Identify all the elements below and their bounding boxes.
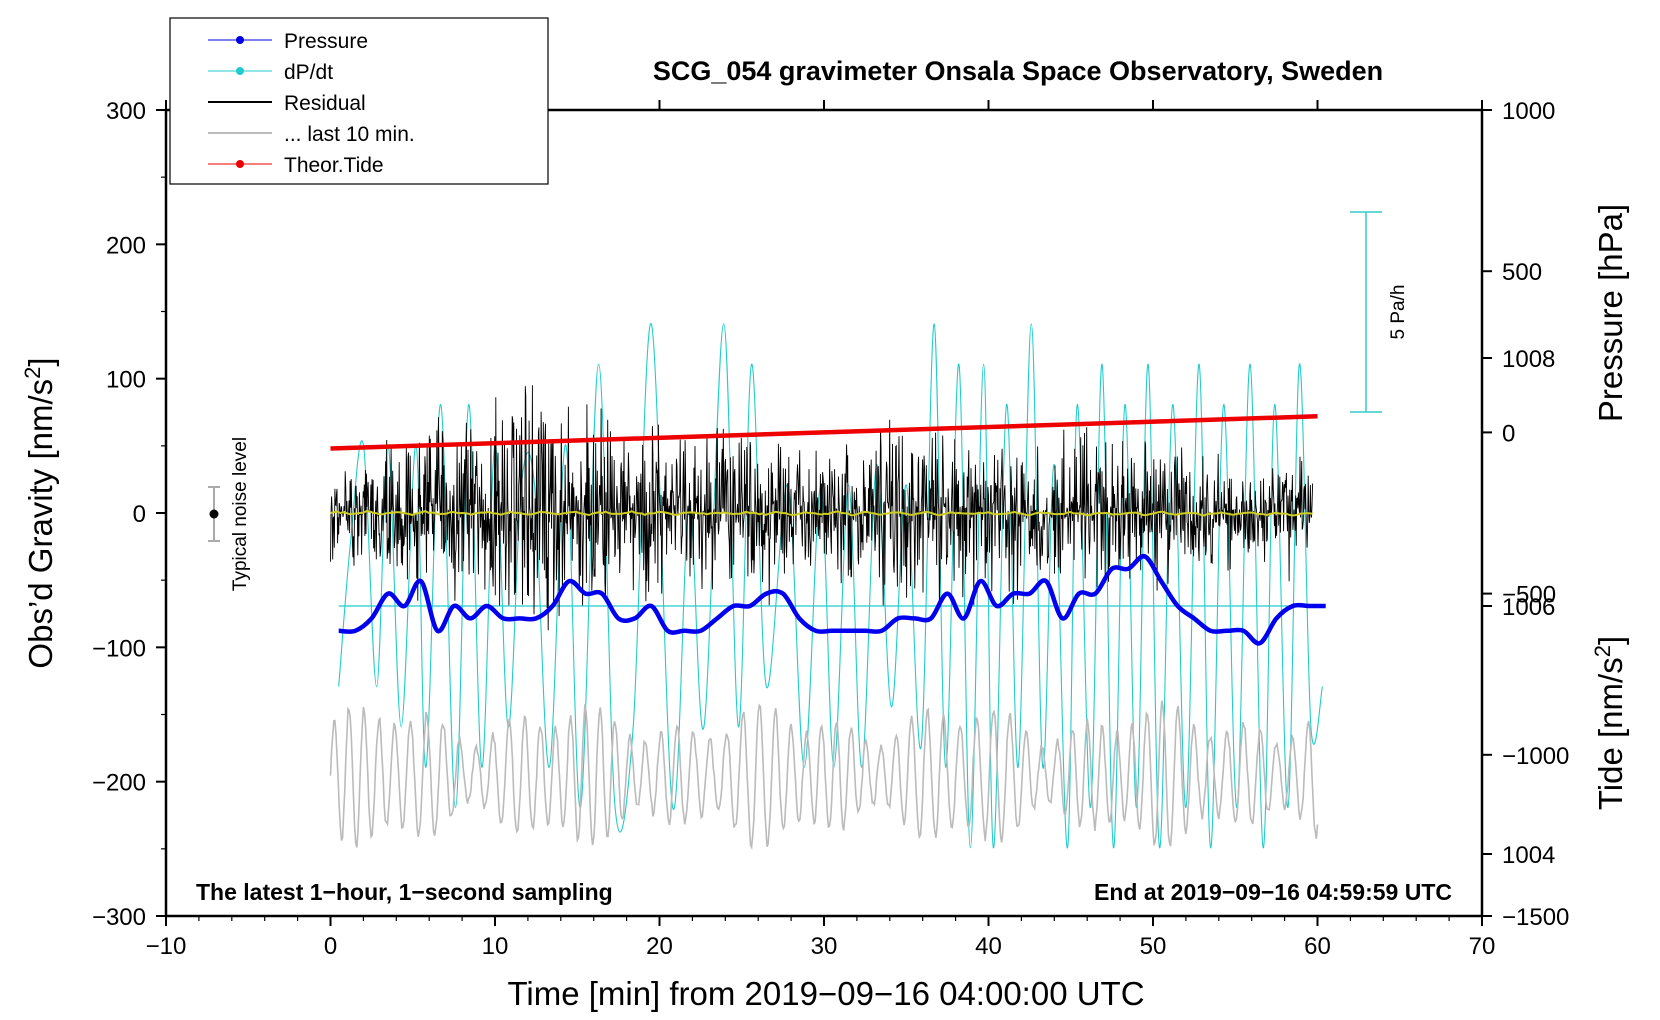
x-axis-label: Time [min] from 2019−09−16 04:00:00 UTC	[507, 975, 1144, 1012]
annotation-latest-hour: The latest 1−hour, 1−second sampling	[196, 879, 613, 905]
y-axis-label-pressure: Pressure [hPa]	[1592, 204, 1629, 422]
y-tick-label: 300	[106, 98, 146, 125]
legend-item-tide: Theor.Tide	[208, 154, 384, 177]
residual-mean-line	[330, 510, 1313, 517]
axes-layer: −10 0 10 20 30 40 50 60 703002001000−100−200−300…	[92, 98, 1569, 960]
tide-tick-label: −1000	[1502, 743, 1569, 770]
tide-tick-label: −500	[1502, 582, 1556, 609]
legend-label-residual: Residual	[284, 92, 366, 115]
legend-label-dpdt: dP/dt	[284, 61, 333, 84]
tide-tick-label: 500	[1502, 259, 1542, 286]
y-axis-label-left-end: ]	[22, 357, 59, 366]
y-axis-label-left-sup: 2	[20, 367, 45, 379]
y-tick-label: 0	[133, 501, 146, 528]
legend-marker-dpdt	[236, 67, 244, 75]
x-tick-label: 50	[1140, 933, 1167, 960]
y-tick-label: 200	[106, 232, 146, 259]
tide-tick-label: 1000	[1502, 98, 1555, 125]
x-tick-label: 60	[1304, 933, 1331, 960]
noise-dot	[209, 509, 219, 519]
dpdt-line	[338, 323, 1323, 849]
x-tick-label: −10	[146, 933, 187, 960]
x-tick-label: 30	[811, 933, 838, 960]
scale-bar-label: 5 Pa/h	[1388, 285, 1409, 340]
pressure-tick-label: 1004	[1502, 842, 1555, 869]
y-tick-label: −200	[92, 770, 146, 797]
legend-item-pressure: Pressure	[208, 30, 368, 53]
y-axis-label-tide-end: ]	[1592, 636, 1629, 645]
x-tick-label: 70	[1469, 933, 1496, 960]
y-tick-label: 100	[106, 367, 146, 394]
legend-item-dpdt: dP/dt	[208, 61, 333, 84]
x-tick-label: 40	[975, 933, 1002, 960]
x-tick-label: 0	[324, 933, 337, 960]
y-tick-label: −300	[92, 904, 146, 931]
tide-tick-label: 0	[1502, 420, 1515, 447]
x-tick-label: 20	[646, 933, 673, 960]
annotation-end-time: End at 2019−09−16 04:59:59 UTC	[1094, 879, 1452, 905]
legend-label-tide: Theor.Tide	[284, 154, 384, 177]
chart-title: SCG_054 gravimeter Onsala Space Observat…	[653, 56, 1383, 86]
last-10min-line	[329, 700, 1319, 851]
y-tick-label: −100	[92, 635, 146, 662]
typical-noise-marker: Typical noise level	[208, 437, 251, 591]
legend-label-last10: ... last 10 min.	[284, 123, 415, 146]
y-axis-label-tide: Tide [nm/s2]	[1590, 636, 1629, 810]
y-axis-label-tide-text: Tide [nm/s	[1592, 657, 1629, 810]
pressure-line	[338, 553, 1326, 646]
legend-item-residual: Residual	[208, 92, 366, 115]
y-axis-label-left: Obs’d Gravity [nm/s2]	[20, 357, 59, 668]
legend-item-last10: ... last 10 min.	[208, 123, 415, 146]
legend: Pressure dP/dt Residual ... last 10 min.…	[169, 17, 549, 185]
legend-marker-tide	[236, 160, 244, 168]
pressure-tick-label: 1008	[1502, 346, 1555, 373]
y-axis-label-left-text: Obs’d Gravity [nm/s	[22, 379, 59, 669]
pressure-tick-label: 1006	[1502, 594, 1555, 621]
legend-label-pressure: Pressure	[284, 30, 368, 53]
series-layer	[329, 323, 1326, 851]
theor-tide-line	[330, 414, 1318, 451]
tide-tick-label: −1500	[1502, 904, 1569, 931]
noise-label: Typical noise level	[230, 437, 251, 591]
x-tick-label: 10	[482, 933, 509, 960]
legend-marker-pressure	[236, 36, 244, 44]
y-axis-label-tide-sup: 2	[1590, 645, 1615, 657]
scale-bar-5pah: 5 Pa/h	[1350, 211, 1409, 413]
